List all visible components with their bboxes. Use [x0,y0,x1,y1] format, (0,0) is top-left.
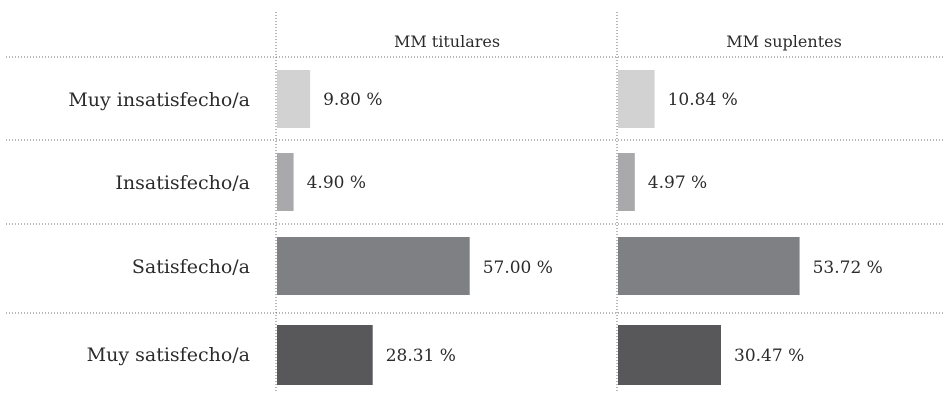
data-label-mm-titulares-muy-insatisfecho-a: 9.80 % [323,90,382,110]
bars [277,70,800,385]
bar-mm-titulares-insatisfecho-a [277,153,294,211]
bar-mm-suplentes-insatisfecho-a [618,153,635,211]
bar-mm-titulares-muy-satisfecho-a [277,325,373,385]
data-label-mm-suplentes-muy-insatisfecho-a: 10.84 % [668,90,738,110]
data-label-mm-suplentes-insatisfecho-a: 4.97 % [648,173,707,193]
column-header-suplentes: MM suplentes [726,32,842,51]
category-labels: Muy insatisfecho/a Insatisfecho/a Satisf… [68,89,250,366]
table-rules [6,12,943,392]
bar-mm-suplentes-satisfecho-a [618,237,800,295]
bar-mm-suplentes-muy-insatisfecho-a [618,70,655,128]
bar-mm-suplentes-muy-satisfecho-a [618,325,721,385]
column-header-titulares: MM titulares [394,32,500,51]
category-label-satisfecho: Satisfecho/a [132,256,250,278]
category-label-insatisfecho: Insatisfecho/a [115,172,250,194]
bar-mm-titulares-satisfecho-a [277,237,470,295]
data-label-mm-suplentes-muy-satisfecho-a: 30.47 % [734,346,804,366]
data-label-mm-titulares-satisfecho-a: 57.00 % [483,258,553,278]
data-label-mm-suplentes-satisfecho-a: 53.72 % [813,258,883,278]
category-label-muy-satisfecho: Muy satisfecho/a [87,344,250,366]
data-label-mm-titulares-muy-satisfecho-a: 28.31 % [386,346,456,366]
data-label-mm-titulares-insatisfecho-a: 4.90 % [307,173,366,193]
data-labels: 9.80 % 4.90 % 57.00 % 28.31 % 10.84 % 4.97 % 5… [307,90,883,366]
column-headers: MM titulares MM suplentes [394,32,842,51]
bar-mm-titulares-muy-insatisfecho-a [277,70,311,128]
category-label-muy-insatisfecho: Muy insatisfecho/a [68,89,250,111]
